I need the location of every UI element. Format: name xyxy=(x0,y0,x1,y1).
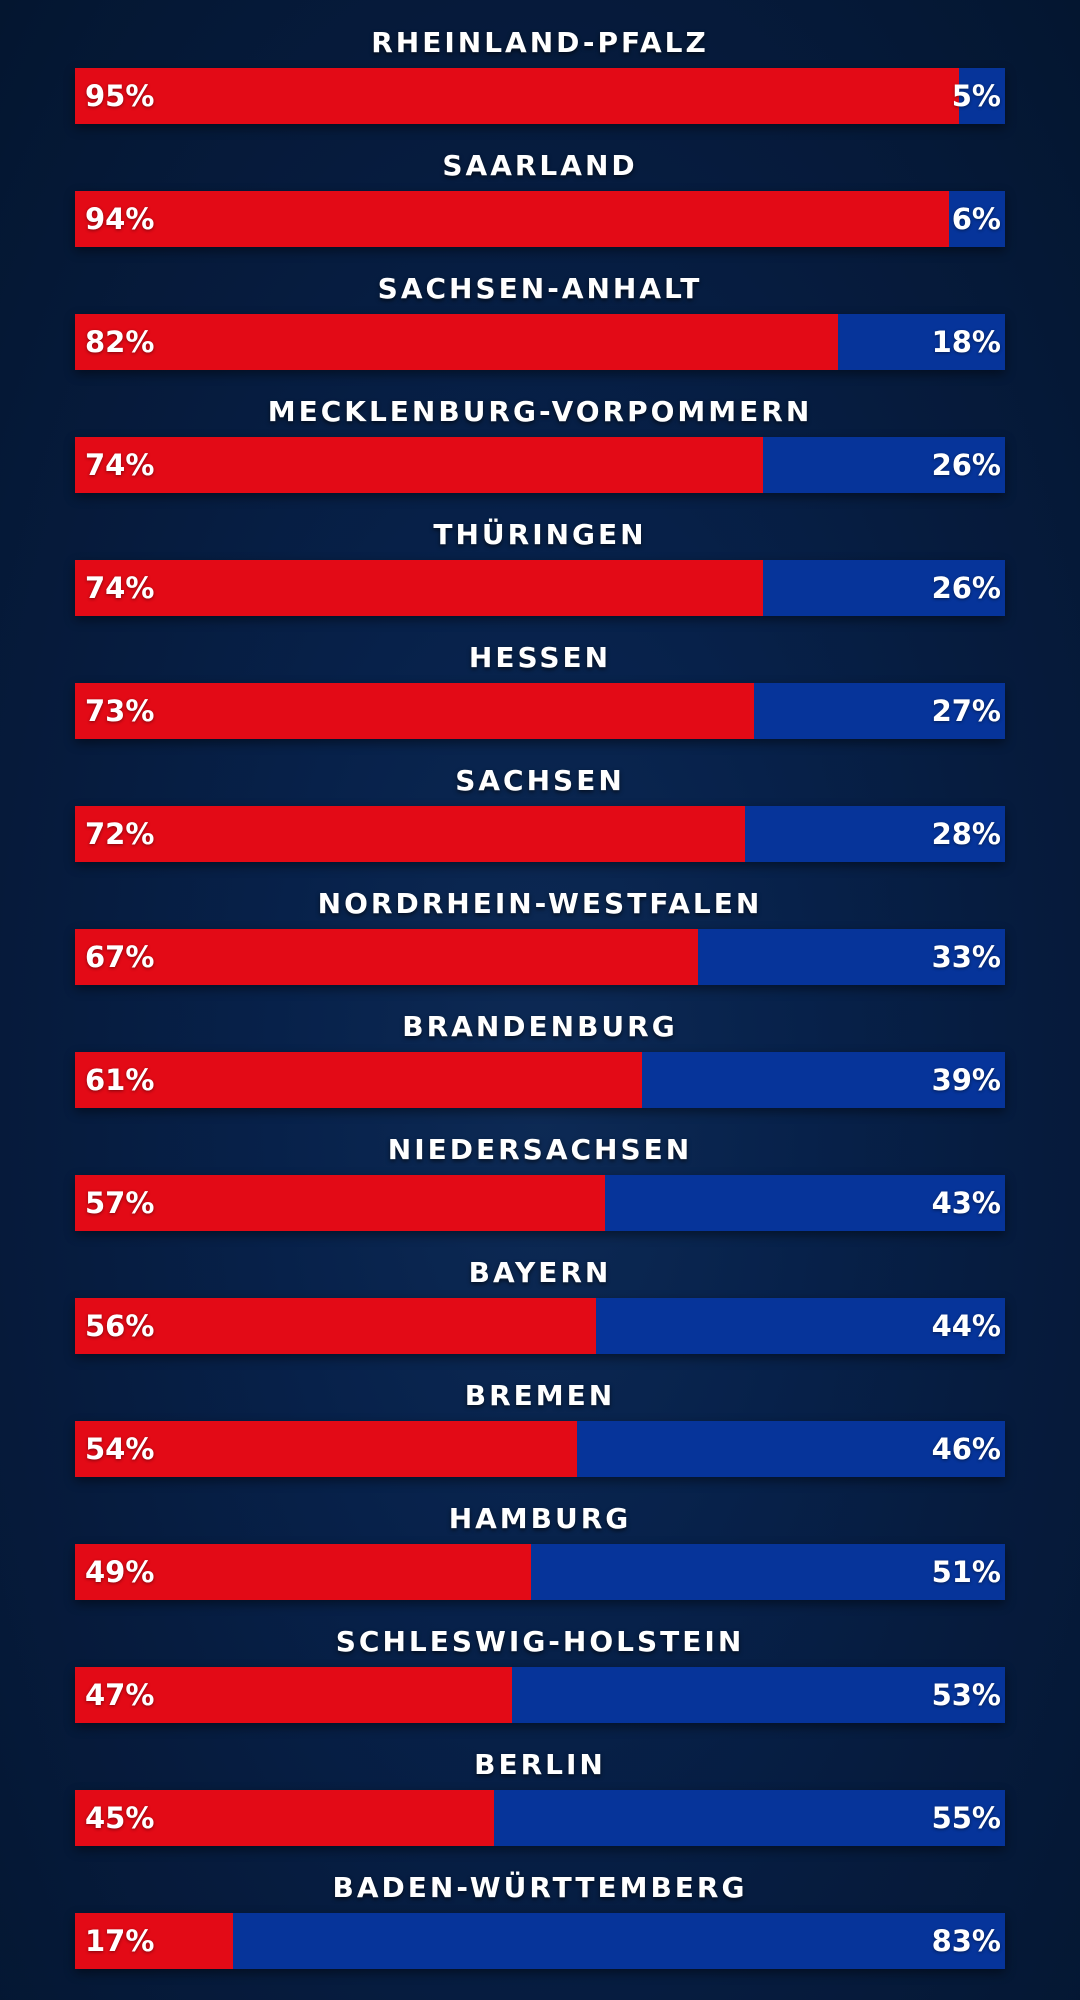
stacked-bar: 74% 26% xyxy=(75,560,1005,616)
stacked-bar: 47% 53% xyxy=(75,1667,1005,1723)
category-label: NIEDERSACHSEN xyxy=(387,1133,693,1166)
value-label-right: 33% xyxy=(931,940,1001,974)
bar-segment-right xyxy=(698,929,1005,985)
bar-segment-left xyxy=(75,68,959,124)
stacked-bar: 73% 27% xyxy=(75,683,1005,739)
value-label-right: 6% xyxy=(951,202,1001,236)
value-label-left: 56% xyxy=(85,1309,155,1343)
bar-segment-right xyxy=(577,1421,1005,1477)
bar-segment-left xyxy=(75,1421,578,1477)
bar-segment-left xyxy=(75,314,838,370)
category-label: HESSEN xyxy=(468,641,612,674)
value-label-left: 73% xyxy=(85,694,155,728)
stacked-bar: 49% 51% xyxy=(75,1544,1005,1600)
value-label-right: 44% xyxy=(931,1309,1001,1343)
bar-segment-right xyxy=(753,683,1005,739)
value-label-right: 43% xyxy=(931,1186,1001,1220)
stacked-bar: 61% 39% xyxy=(75,1052,1005,1108)
value-label-right: 46% xyxy=(931,1432,1001,1466)
value-label-left: 54% xyxy=(85,1432,155,1466)
category-label: BRANDENBURG xyxy=(402,1010,678,1043)
value-label-right: 51% xyxy=(931,1555,1001,1589)
bar-segment-left xyxy=(75,1667,513,1723)
value-label-left: 45% xyxy=(85,1801,155,1835)
bar-segment-left xyxy=(75,683,754,739)
value-label-left: 94% xyxy=(85,202,155,236)
bar-segment-right xyxy=(493,1790,1005,1846)
value-label-right: 28% xyxy=(931,817,1001,851)
bar-segment-right xyxy=(949,191,1005,247)
bar-segment-right xyxy=(763,560,1005,616)
bar-segment-left xyxy=(75,929,699,985)
value-label-right: 27% xyxy=(931,694,1001,728)
bar-segment-left xyxy=(75,1175,606,1231)
category-label: SAARLAND xyxy=(442,149,638,182)
bar-segment-left xyxy=(75,1544,531,1600)
category-label: SACHSEN xyxy=(455,764,625,797)
bar-segment-left xyxy=(75,1913,234,1969)
value-label-left: 74% xyxy=(85,448,155,482)
bar-segment-left xyxy=(75,1298,596,1354)
bar-segment-right xyxy=(744,806,1005,862)
bar-segment-left xyxy=(75,1790,494,1846)
value-label-right: 18% xyxy=(931,325,1001,359)
stacked-bar: 72% 28% xyxy=(75,806,1005,862)
bar-segment-right xyxy=(530,1544,1005,1600)
value-label-left: 57% xyxy=(85,1186,155,1220)
value-label-left: 49% xyxy=(85,1555,155,1589)
category-label: BREMEN xyxy=(464,1379,616,1412)
stacked-bar: 95% 5% xyxy=(75,68,1005,124)
category-label: NORDRHEIN-WESTFALEN xyxy=(317,887,763,920)
bar-segment-left xyxy=(75,806,745,862)
value-label-right: 26% xyxy=(931,571,1001,605)
category-label: HAMBURG xyxy=(448,1502,632,1535)
category-label: MECKLENBURG-VORPOMMERN xyxy=(267,395,813,428)
value-label-left: 74% xyxy=(85,571,155,605)
value-label-left: 17% xyxy=(85,1924,155,1958)
value-label-right: 53% xyxy=(931,1678,1001,1712)
value-label-right: 5% xyxy=(951,79,1001,113)
category-label: BERLIN xyxy=(474,1748,606,1781)
stacked-bar: 56% 44% xyxy=(75,1298,1005,1354)
value-label-left: 95% xyxy=(85,79,155,113)
category-label: BADEN-WÜRTTEMBERG xyxy=(332,1871,748,1904)
bar-segment-left xyxy=(75,191,950,247)
bar-segment-left xyxy=(75,1052,643,1108)
value-label-left: 82% xyxy=(85,325,155,359)
category-label: BAYERN xyxy=(468,1256,612,1289)
value-label-right: 26% xyxy=(931,448,1001,482)
value-label-right: 83% xyxy=(931,1924,1001,1958)
bar-segment-left xyxy=(75,560,764,616)
stacked-bar: 57% 43% xyxy=(75,1175,1005,1231)
bar-segment-right xyxy=(642,1052,1005,1108)
value-label-left: 67% xyxy=(85,940,155,974)
stacked-bar: 67% 33% xyxy=(75,929,1005,985)
bar-segment-right xyxy=(763,437,1005,493)
category-label: SCHLESWIG-HOLSTEIN xyxy=(335,1625,745,1658)
category-label: SACHSEN-ANHALT xyxy=(377,272,703,305)
category-label: THÜRINGEN xyxy=(433,518,647,551)
bar-segment-right xyxy=(958,68,1005,124)
stacked-bar: 54% 46% xyxy=(75,1421,1005,1477)
stacked-bar: 94% 6% xyxy=(75,191,1005,247)
bar-segment-right xyxy=(837,314,1005,370)
bar-segment-right xyxy=(605,1175,1005,1231)
stacked-bar: 45% 55% xyxy=(75,1790,1005,1846)
bar-segment-right xyxy=(512,1667,1005,1723)
value-label-right: 39% xyxy=(931,1063,1001,1097)
stacked-bar: 82% 18% xyxy=(75,314,1005,370)
value-label-left: 47% xyxy=(85,1678,155,1712)
stacked-bar: 74% 26% xyxy=(75,437,1005,493)
category-label: RHEINLAND-PFALZ xyxy=(371,26,709,59)
value-label-left: 72% xyxy=(85,817,155,851)
bar-segment-right xyxy=(595,1298,1005,1354)
value-label-left: 61% xyxy=(85,1063,155,1097)
value-label-right: 55% xyxy=(931,1801,1001,1835)
bar-segment-right xyxy=(233,1913,1005,1969)
bar-segment-left xyxy=(75,437,764,493)
stacked-bar: 17% 83% xyxy=(75,1913,1005,1969)
